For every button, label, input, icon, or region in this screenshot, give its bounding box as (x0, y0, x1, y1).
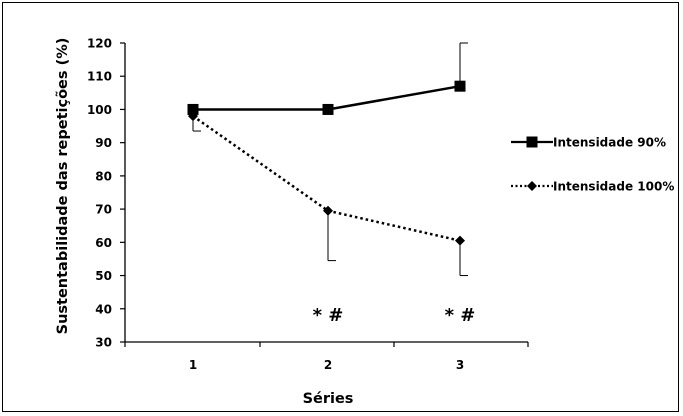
legend-label: Intensidade 100% (553, 180, 674, 194)
y-tick-label: 30 (95, 336, 112, 350)
significance-annotation: * # (313, 305, 344, 326)
chart-series (188, 43, 469, 276)
legend-item-1: Intensidade 90% (511, 136, 666, 150)
series-1 (188, 43, 469, 115)
data-point (323, 104, 334, 115)
legend-item-2: Intensidade 100% (511, 180, 674, 194)
y-tick-label: 110 (87, 70, 112, 84)
y-tick-label: 40 (95, 302, 112, 316)
y-tick-label: 70 (95, 203, 112, 217)
x-axis-label: Séries (303, 391, 354, 407)
x-tick-label: 3 (456, 358, 464, 372)
chart-legend: Intensidade 90% Intensidade 100% (511, 136, 674, 194)
legend-marker (527, 137, 538, 148)
legend-marker (527, 181, 537, 191)
y-tick-label: 90 (95, 136, 112, 150)
significance-annotation: * # (445, 305, 476, 326)
y-tick-label: 120 (87, 37, 112, 51)
series-2 (188, 111, 468, 275)
y-tick-label: 100 (87, 103, 112, 117)
y-tick-label: 80 (95, 169, 112, 183)
x-tick-label: 1 (189, 358, 197, 372)
y-tick-label: 50 (95, 269, 112, 283)
series-line (193, 116, 460, 241)
y-axis-ticks: 30 40 50 60 70 80 90 100 110 120 (87, 37, 125, 350)
data-point (455, 81, 466, 92)
data-point (455, 236, 465, 246)
legend-label: Intensidade 90% (553, 136, 666, 150)
y-tick-label: 60 (95, 236, 112, 250)
x-axis-ticks: 1 2 3 (125, 342, 528, 372)
chart-axes (125, 43, 528, 342)
x-tick-label: 2 (324, 358, 332, 372)
chart-annotations: * # * # (313, 305, 476, 326)
y-axis-label: Sustentabilidade das repetições (%) (55, 38, 71, 335)
